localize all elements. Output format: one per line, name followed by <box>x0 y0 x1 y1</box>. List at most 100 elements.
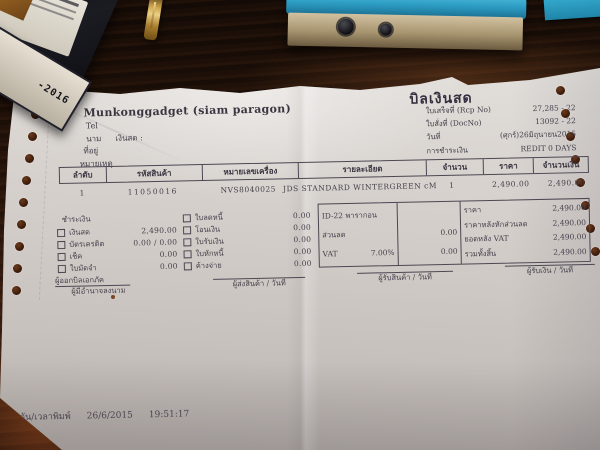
item-description: JDS STANDARD WINTERGREEN cM <box>282 181 438 194</box>
meta-label: วันที่ <box>426 132 441 142</box>
tractor-hole <box>28 132 37 141</box>
product-box-text: -2016 <box>35 78 72 107</box>
summary-label: รวมทั้งสิ้น <box>464 248 497 259</box>
printed-time: 19:51:17 <box>148 409 190 421</box>
payment-row-transfer: โอนเงิน 0.00 <box>183 222 312 235</box>
summary-row-after-discount: ราคาหลังหักส่วนลด 2,490.00 <box>463 217 587 230</box>
summary-value: 2,490.00 <box>552 217 587 228</box>
header-cell-qty: จำนวน <box>426 159 484 176</box>
payment-section-label: ชำระเงิน <box>61 214 91 224</box>
summary-box: ID-22 พารากอน ส่วนลด VAT 7.00% 0.00 0.00… <box>317 197 591 268</box>
store-name: Munkonggadget (siam paragon) <box>83 102 292 120</box>
checkbox-icon <box>57 265 66 274</box>
header-cell-serial: หมายเลขเครื่อง <box>202 163 300 181</box>
payment-value: 0.00 <box>159 249 178 259</box>
item-no: 1 <box>79 188 85 198</box>
payment-label: ใบมัดจำ <box>69 263 97 273</box>
meta-value: 27,285 - 22 <box>532 103 576 114</box>
tractor-hole <box>15 242 24 251</box>
payment-value: 0.00 <box>293 222 312 233</box>
payment-value: 0.00 <box>293 246 312 257</box>
summary-label: ราคาหลังหักส่วนลด <box>463 218 528 230</box>
summary-row-after-vat: ยอดหลัง VAT 2,490.00 <box>464 232 587 244</box>
paper-shadow-bottom <box>0 360 600 450</box>
header-cell-price: ราคา <box>483 158 535 175</box>
header-cell-code: รหัสสินค้า <box>106 165 203 183</box>
meta-label: ใบสั่งที่ (DocNo) <box>425 118 482 129</box>
meta-value: (ศุกร์)26มิถุนายน2015 <box>499 129 577 140</box>
checkbox-icon <box>183 262 192 271</box>
tractor-hole <box>561 109 570 118</box>
checkbox-icon <box>183 238 192 247</box>
signature-line: ผู้รับเงิน / วันที่ <box>504 263 596 276</box>
tractor-hole <box>25 154 34 163</box>
printed-date: 26/6/2015 <box>86 410 133 422</box>
checkbox-icon <box>182 214 191 223</box>
signature-goods-receiver: ผู้รับสินค้า / วันที่ <box>357 270 454 284</box>
checkbox-icon <box>57 241 66 250</box>
summary-row-price: ราคา 2,490.00 <box>463 203 586 215</box>
meta-row-receipt-no: ใบเสร็จที่ (Rcp No) 27,285 - 22 <box>426 103 576 115</box>
payment-label: เงินสด <box>69 227 91 237</box>
tractor-hole <box>591 247 600 256</box>
vat-row: VAT 7.00% <box>323 248 395 259</box>
summary-value: 2,490.00 <box>552 232 587 242</box>
header-cell-description: รายละเอียด <box>298 160 428 179</box>
signature-sender: ผู้ส่งสินค้า / วันที่ <box>213 276 306 290</box>
tractor-hole <box>581 201 590 210</box>
branch-id: ID-22 พารากอน <box>321 209 378 221</box>
meta-row-doc-no: ใบสั่งที่ (DocNo) 13092 - 22 <box>425 116 576 129</box>
vat-value: 0.00 <box>440 246 458 257</box>
paper-glare <box>60 70 480 210</box>
signature-line: ผู้รับสินค้า / วันที่ <box>357 270 454 284</box>
payment-label: ใบหักหนี้ <box>195 248 224 259</box>
payment-row-cash: เงินสด 2,490.00 <box>57 226 177 238</box>
tractor-hole <box>576 178 585 187</box>
meta-row-payment-terms: การชำระเงิน REDIT 0 DAYS <box>426 143 576 156</box>
meta-value: 13092 - 22 <box>535 116 576 127</box>
summary-label: ยอดหลัง VAT <box>464 233 509 244</box>
tractor-hole <box>13 264 22 273</box>
summary-value: 2,490.00 <box>552 203 586 213</box>
tractor-hole <box>19 198 28 207</box>
print-info: วัน/เวลาพิมพ์ 26/6/2015 19:51:17 <box>20 409 190 423</box>
payment-label: บัตรเครดิต <box>69 239 105 249</box>
payment-row-debit-note: ใบหักหนี้ 0.00 <box>183 246 312 259</box>
tel-label: Tel <box>85 121 98 131</box>
discount-label: ส่วนลด <box>322 229 346 240</box>
summary-left-cell: ID-22 พารากอน ส่วนลด VAT 7.00% <box>318 202 399 267</box>
checkbox-icon <box>183 226 192 235</box>
tractor-hole <box>571 155 580 164</box>
payment-label: ใบรับเงิน <box>195 236 224 247</box>
summary-right-cell: ราคา 2,490.00 ราคาหลังหักส่วนลด 2,490.00… <box>461 199 590 264</box>
item-serial: NVS8040025 <box>220 184 277 195</box>
meta-label: การชำระเงิน <box>426 145 469 156</box>
header-cell-no: ลำดับ <box>59 167 107 184</box>
discount-value: 0.00 <box>440 227 458 237</box>
header-cell-amount: จำนวนเงิน <box>542 159 580 170</box>
signature-payee: ผู้รับเงิน / วันที่ <box>504 263 596 276</box>
tractor-hole <box>566 132 575 141</box>
checkbox-icon <box>183 250 192 259</box>
tractor-hole <box>17 220 26 229</box>
payment-row-credit-card: บัตรเครดิต 0.00 / 0.00 <box>57 238 177 250</box>
payment-label: เช็ค <box>69 251 83 261</box>
customer-row: นาม เงินสด : <box>86 133 143 144</box>
paper-shadow-right <box>510 68 600 450</box>
vat-rate: 7.00% <box>370 248 395 258</box>
payment-row-outstanding: ค้างจ่าย 0.00 <box>183 258 312 271</box>
paper-crease <box>286 75 320 450</box>
payment-row-cheque: เช็ค 0.00 <box>57 249 178 262</box>
customer-label: นาม <box>86 134 102 144</box>
payment-value: 0.00 <box>293 258 312 269</box>
payment-row-credit-note: ใบลดหนี้ 0.00 <box>182 211 311 223</box>
summary-label: ราคา <box>463 205 482 215</box>
tractor-hole <box>586 224 595 233</box>
checkbox-icon <box>57 253 66 262</box>
summary-value: 2,490.00 <box>553 246 587 257</box>
customer-value: เงินสด : <box>115 133 143 143</box>
payment-label: โอนเงิน <box>194 224 221 235</box>
